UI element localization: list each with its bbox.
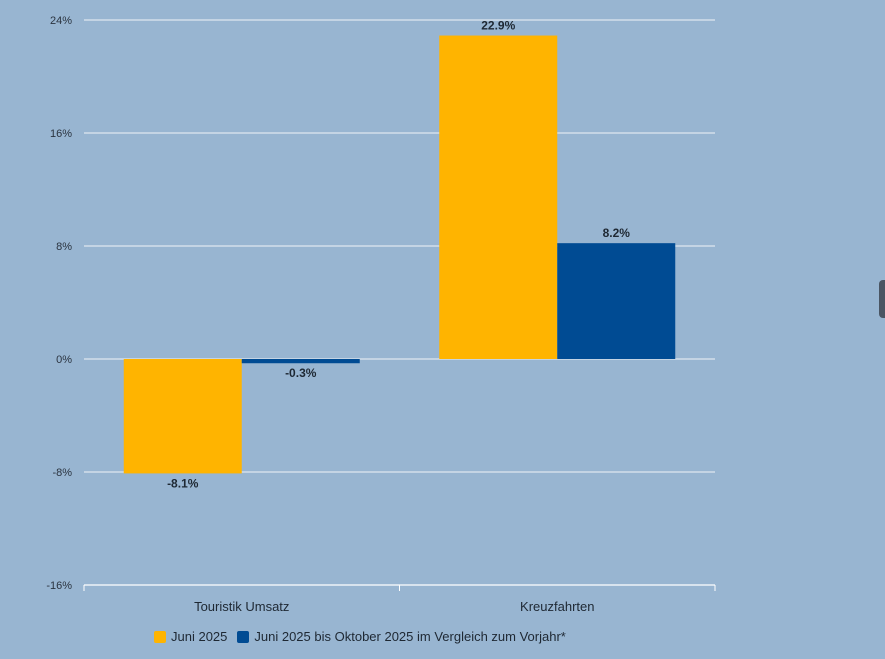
legend-swatch-series-1: [154, 630, 166, 643]
legend-label-series-1: Juni 2025: [171, 629, 228, 644]
legend-item-series-2[interactable]: Juni 2025 bis Oktober 2025 im Vergleich …: [237, 629, 566, 644]
chart-legend: Juni 2025 Juni 2025 bis Oktober 2025 im …: [154, 629, 576, 644]
x-category-label: Kreuzfahrten: [520, 599, 594, 614]
y-tick-label: -16%: [46, 580, 72, 592]
data-label: 22.9%: [481, 19, 515, 33]
y-tick-label: 16%: [50, 128, 72, 140]
bar: [557, 243, 676, 359]
y-tick-label: -8%: [52, 467, 72, 479]
bar: [123, 359, 242, 474]
data-label: -0.3%: [285, 366, 317, 380]
legend-label-series-2: Juni 2025 bis Oktober 2025 im Vergleich …: [254, 629, 566, 644]
y-tick-label: 0%: [56, 354, 72, 366]
y-tick-label: 8%: [56, 241, 72, 253]
bar: [439, 35, 558, 359]
side-panel-handle[interactable]: [879, 280, 885, 318]
legend-swatch-series-2: [237, 630, 250, 643]
data-label: 8.2%: [603, 226, 631, 240]
bar: [241, 359, 360, 364]
legend-item-series-1[interactable]: Juni 2025: [154, 629, 227, 644]
x-category-label: Touristik Umsatz: [194, 599, 289, 614]
y-tick-label: 24%: [50, 15, 72, 27]
data-label: -8.1%: [167, 476, 199, 490]
